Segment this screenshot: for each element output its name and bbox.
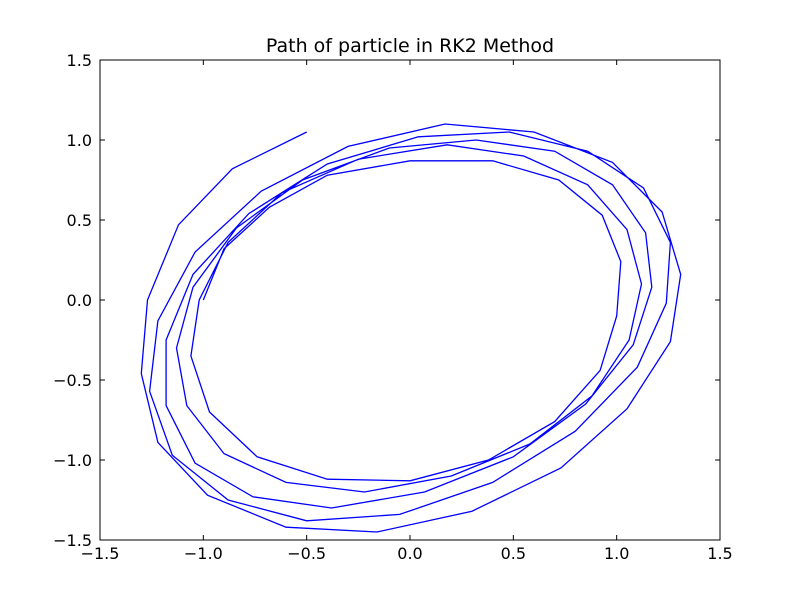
axes-layer: −1.5 −1.0 −0.5 0.0 0.5 1.0 1.5 −1.5 −1.0 −0.5 0.0 0… [53,51,733,563]
y-tick-label: −0.5 [53,371,92,390]
x-tick-label: 0.5 [501,544,526,563]
x-tick-label: 1.5 [707,544,732,563]
chart-title: Path of particle in RK2 Method [266,35,554,57]
x-tick-label: −1.5 [81,544,120,563]
y-tick-label: −1.0 [53,451,92,470]
x-tick-label: −1.0 [184,544,223,563]
y-tick-label: −1.5 [53,531,92,550]
series-line-0 [140,123,682,533]
series-layer [140,123,682,533]
y-tick-label: 1.5 [67,51,92,70]
y-tick-label: 0.5 [67,211,92,230]
x-tick-label: 1.0 [604,544,629,563]
x-tick-label: −0.5 [287,544,326,563]
x-tick-label: 0.0 [397,544,422,563]
y-tick-label: 0.0 [67,291,92,310]
y-tick-label: 1.0 [67,131,92,150]
